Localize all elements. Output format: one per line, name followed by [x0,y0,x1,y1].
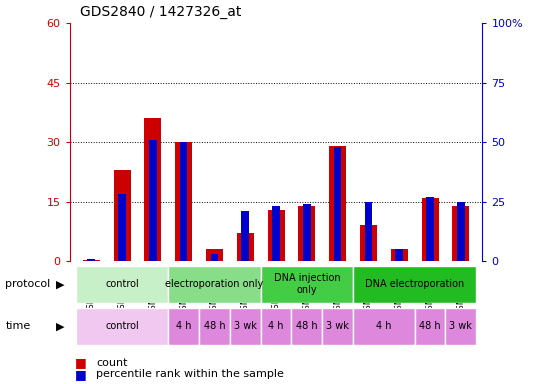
Text: 3 wk: 3 wk [449,321,472,331]
Text: 4 h: 4 h [376,321,392,331]
Bar [149,140,157,261]
Bar [303,204,311,261]
Text: ■: ■ [75,368,87,381]
Text: DNA electroporation: DNA electroporation [365,279,464,289]
Text: control: control [105,279,139,289]
Bar [241,211,249,261]
Text: protocol: protocol [5,279,50,289]
Bar [199,308,230,345]
Text: ▶: ▶ [56,321,64,331]
Text: 48 h: 48 h [419,321,441,331]
Bar [422,198,438,261]
Bar [76,308,168,345]
Bar [452,205,470,261]
Bar [168,308,199,345]
Text: percentile rank within the sample: percentile rank within the sample [96,369,285,379]
Text: 48 h: 48 h [204,321,225,331]
Text: GDS2840 / 1427326_at: GDS2840 / 1427326_at [80,5,242,19]
Bar [426,197,434,261]
Bar [364,202,373,261]
Bar [180,142,188,261]
Text: ▶: ▶ [56,279,64,289]
Bar [396,249,403,261]
Bar [445,308,477,345]
Text: time: time [5,321,31,331]
Text: electroporation only: electroporation only [165,279,264,289]
Bar [260,266,353,303]
Bar [391,249,408,261]
Bar [237,233,254,261]
Bar [118,194,126,261]
Bar [260,308,292,345]
Text: ■: ■ [75,356,87,369]
Text: 48 h: 48 h [296,321,318,331]
Bar [206,249,223,261]
Text: control: control [105,321,139,331]
Bar [87,259,95,261]
Bar [329,146,346,261]
Bar [353,308,415,345]
Text: 4 h: 4 h [269,321,284,331]
Bar [334,147,341,261]
Bar [322,308,353,345]
Bar [168,266,260,303]
Bar [144,118,161,261]
Bar [299,205,315,261]
Bar [353,266,477,303]
Text: 3 wk: 3 wk [326,321,349,331]
Bar [360,225,377,261]
Bar [211,254,218,261]
Bar [457,202,465,261]
Text: count: count [96,358,128,368]
Bar [292,308,322,345]
Bar [267,210,285,261]
Text: DNA injection
only: DNA injection only [273,273,340,295]
Text: 3 wk: 3 wk [234,321,257,331]
Bar [76,266,168,303]
Bar [272,206,280,261]
Bar [175,142,192,261]
Text: 4 h: 4 h [176,321,191,331]
Bar [230,308,260,345]
Bar [415,308,445,345]
Bar [114,170,130,261]
Bar [83,260,100,261]
